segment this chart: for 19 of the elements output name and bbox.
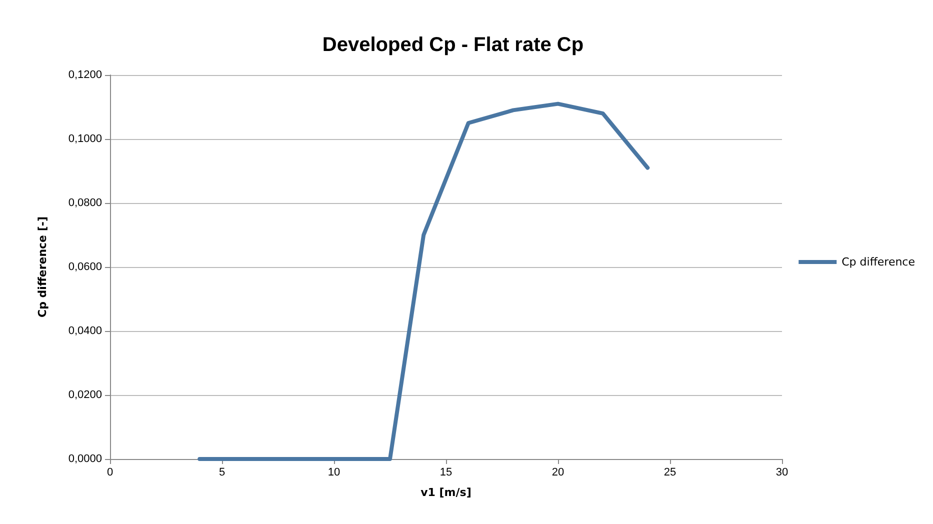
x-tick-label: 5 bbox=[218, 466, 226, 478]
y-tick-label: 0,0800 bbox=[68, 197, 102, 209]
y-tick-label: 0,0600 bbox=[68, 261, 102, 273]
y-tick-label: 0,0000 bbox=[68, 453, 102, 465]
y-tick-label: 0,0200 bbox=[68, 389, 102, 401]
y-axis-title: Cp difference [-] bbox=[36, 216, 49, 318]
x-tick-label: 20 bbox=[552, 466, 564, 478]
x-tick-label: 0 bbox=[106, 466, 114, 478]
y-tick-label: 0,1000 bbox=[68, 133, 102, 145]
x-axis-title: v1 [m/s] bbox=[420, 486, 472, 499]
x-tick-label: 15 bbox=[440, 466, 452, 478]
y-tick-label: 0,0400 bbox=[68, 325, 102, 337]
legend-label: Cp difference bbox=[842, 256, 916, 268]
chart-title: Developed Cp - Flat rate Cp bbox=[322, 34, 584, 56]
x-tick-label: 10 bbox=[328, 466, 340, 478]
line-series bbox=[198, 102, 650, 461]
y-tick-label: 0,1200 bbox=[68, 69, 102, 81]
x-tick-label: 25 bbox=[664, 466, 676, 478]
x-tick-label: 30 bbox=[776, 466, 788, 478]
